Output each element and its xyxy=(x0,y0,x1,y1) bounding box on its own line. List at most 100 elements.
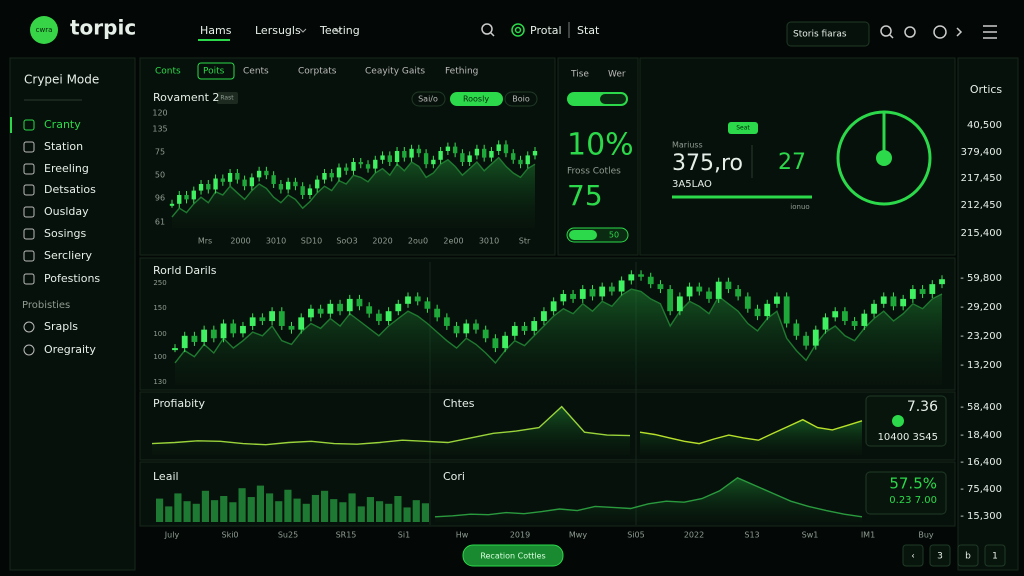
bar xyxy=(348,493,356,522)
candle xyxy=(434,308,441,318)
x-label: Hw xyxy=(456,531,469,540)
panel-title: Cori xyxy=(443,470,465,483)
range-button[interactable] xyxy=(504,91,538,107)
candle xyxy=(344,167,349,171)
page-label: 1 xyxy=(992,552,998,562)
bar xyxy=(247,497,255,522)
x-label: Str xyxy=(519,237,531,246)
candle xyxy=(210,329,217,339)
candle xyxy=(445,146,451,151)
candle xyxy=(667,289,674,312)
candle xyxy=(394,151,400,162)
x-label: Mwy xyxy=(569,531,587,540)
candle xyxy=(803,335,809,346)
y-label: 130 xyxy=(153,378,166,386)
toggle-knob xyxy=(569,230,597,240)
candle xyxy=(431,159,436,165)
footer-button[interactable] xyxy=(462,544,564,567)
trend-line xyxy=(171,156,536,218)
bar xyxy=(266,493,274,522)
active-tab[interactable] xyxy=(197,62,235,80)
candle xyxy=(909,289,916,299)
item-icon xyxy=(23,206,35,218)
x-label: Si1 xyxy=(398,531,410,540)
candle xyxy=(409,148,414,158)
range-label: Boio xyxy=(512,95,530,104)
candle xyxy=(832,311,839,318)
range-label: Sai/o xyxy=(418,95,438,104)
value-label: - 59,800 xyxy=(960,273,1002,284)
value-label: - 58,400 xyxy=(960,402,1002,413)
bar xyxy=(229,502,237,522)
candle xyxy=(220,178,225,182)
y-label: 96 xyxy=(155,194,165,203)
filter-button[interactable] xyxy=(786,21,870,47)
candle xyxy=(618,280,625,292)
bar xyxy=(376,501,384,522)
page-label: ‹ xyxy=(911,552,915,562)
chevrons xyxy=(299,28,342,33)
bar xyxy=(211,500,219,522)
candle xyxy=(463,323,470,334)
badge-text: Seat xyxy=(736,125,750,132)
candle xyxy=(424,301,431,309)
bar-label: ionuo xyxy=(790,203,809,211)
stat-box xyxy=(865,471,947,515)
x-label: 2000 xyxy=(230,237,250,246)
area-line xyxy=(639,418,863,445)
candle xyxy=(511,153,516,160)
candle xyxy=(774,296,780,304)
candle xyxy=(496,144,501,151)
badge xyxy=(217,92,238,104)
toggle-knob xyxy=(600,94,626,104)
sidebar-item: Cranty xyxy=(44,118,81,131)
nav-link: Protal xyxy=(530,24,562,37)
candle xyxy=(467,155,472,162)
candle xyxy=(452,146,458,154)
range-button-active[interactable] xyxy=(450,92,503,106)
item-icon xyxy=(23,321,35,333)
value-label: - 13,200 xyxy=(960,360,1002,371)
bar xyxy=(403,507,411,522)
candle xyxy=(423,153,429,165)
candle xyxy=(929,284,936,294)
candle xyxy=(298,317,305,330)
bar xyxy=(293,498,301,522)
candle xyxy=(851,321,858,326)
bar xyxy=(192,503,200,522)
toggle-label: 50 xyxy=(609,231,619,240)
label: Mariuss xyxy=(672,141,703,150)
button-label: Recation Cottles xyxy=(480,552,545,561)
value-label: 379,400 xyxy=(961,147,1002,158)
candle xyxy=(346,298,353,312)
badge-text: Rast xyxy=(220,95,234,102)
bar xyxy=(165,506,173,522)
candle xyxy=(358,162,363,165)
candle xyxy=(336,167,342,178)
candle xyxy=(880,296,887,304)
stat-sub: 0.23 7.00 xyxy=(889,495,937,506)
x-label: Mrs xyxy=(198,237,212,246)
candle xyxy=(599,286,606,297)
marker xyxy=(892,415,904,427)
pagination[interactable] xyxy=(902,544,1006,567)
candle xyxy=(213,178,218,190)
caption: Fross Cotles xyxy=(567,167,621,177)
y-label: 61 xyxy=(155,218,165,227)
y-label: 50 xyxy=(155,171,165,180)
active-indicator xyxy=(10,117,12,133)
panel-title: Profiabity xyxy=(153,397,205,410)
label: Tise xyxy=(570,70,589,80)
stat-value: 7.36 xyxy=(907,399,938,415)
sidebar-item: Srapls xyxy=(44,320,78,333)
panel-title: Chtes xyxy=(443,397,475,410)
bar xyxy=(238,488,246,522)
range-button[interactable] xyxy=(411,91,446,107)
page-label: b xyxy=(965,552,971,562)
candle xyxy=(550,301,557,312)
sidebar-title: Crypei Mode xyxy=(24,73,99,87)
candle xyxy=(269,311,276,322)
candle xyxy=(503,144,509,154)
candle xyxy=(890,296,897,307)
